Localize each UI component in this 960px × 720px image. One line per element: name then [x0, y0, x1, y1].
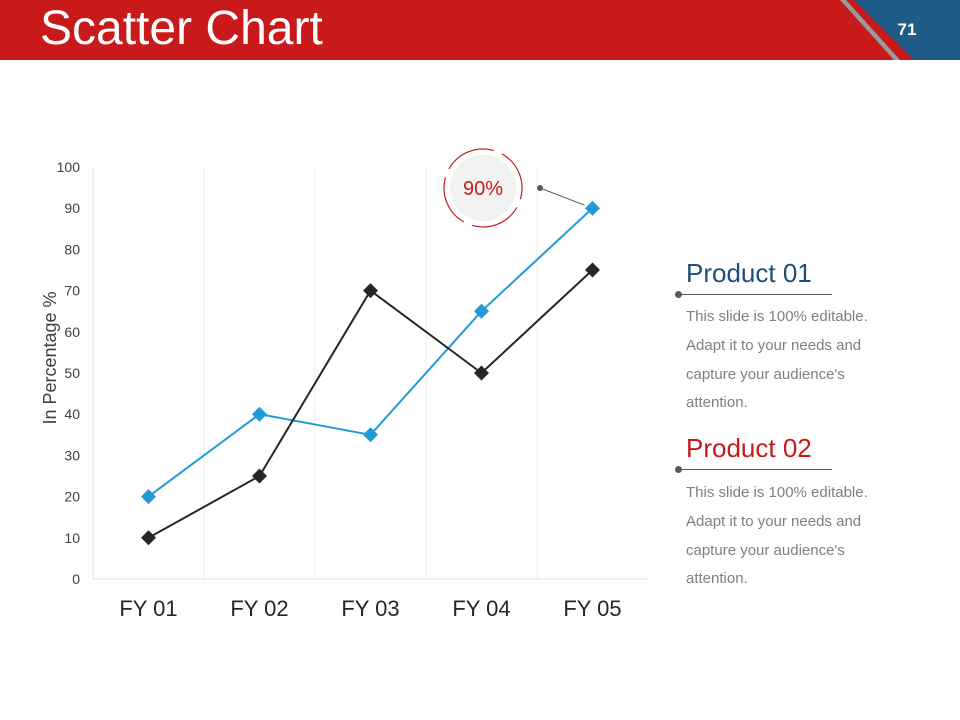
y-axis-label: In Percentage % — [40, 291, 60, 424]
product-01-line-3: capture your audience's — [686, 365, 845, 383]
product-02-description: This slide is 100% editable. Adapt it to… — [686, 479, 906, 594]
x-tick-label: FY 05 — [563, 596, 621, 621]
y-tick-label: 20 — [64, 489, 80, 505]
x-tick-labels: FY 01 FY 02 FY 03 FY 04 FY 05 — [119, 596, 621, 621]
y-tick-label: 80 — [64, 241, 80, 257]
product-02-line-1: This slide is 100% editable. — [686, 484, 868, 501]
y-tick-labels: 0 10 20 30 40 50 60 70 80 90 100 — [57, 159, 81, 587]
x-tick-label: FY 03 — [341, 596, 399, 621]
product-01-line-4: attention. — [686, 394, 748, 412]
product-02-line-2: Adapt it to your needs and — [686, 512, 862, 530]
series-2-point — [252, 468, 267, 484]
product-01-description: This slide is 100% editable. Adapt it to… — [686, 303, 906, 418]
series-2-point — [141, 530, 156, 546]
callout-ring — [443, 148, 523, 228]
y-tick-label: 40 — [64, 406, 80, 422]
series-2 — [141, 262, 600, 546]
product-01-line-1: This slide is 100% editable. — [686, 308, 868, 325]
data-series — [141, 200, 600, 546]
product-01-divider — [675, 291, 832, 298]
product-01-title: Product 01 — [686, 258, 812, 288]
product-02-title: Product 02 — [686, 433, 812, 463]
axes — [92, 167, 648, 580]
callout-leader-dot — [537, 185, 543, 191]
y-tick-label: 100 — [57, 159, 81, 175]
series-1 — [141, 200, 600, 505]
series-1-point — [363, 427, 378, 443]
series-1-point — [141, 489, 156, 505]
series-2-line — [148, 269, 594, 539]
callout-bubble — [450, 155, 516, 221]
series-1-point — [252, 406, 267, 422]
divider-dot — [675, 466, 682, 473]
y-tick-label: 90 — [64, 200, 80, 216]
divider-dot — [675, 291, 682, 298]
page-number: 71 — [897, 20, 917, 39]
x-tick-label: FY 02 — [230, 596, 288, 621]
product-02-divider — [675, 466, 832, 473]
x-tick-label: FY 04 — [452, 596, 510, 621]
callout-leader — [539, 187, 585, 206]
series-2-point — [474, 365, 489, 381]
series-2-point — [363, 283, 378, 299]
series-2-point — [585, 262, 600, 278]
y-tick-label: 50 — [64, 365, 80, 381]
header-bar — [0, 0, 960, 60]
series-1-point — [585, 200, 600, 216]
product-01-line-2: Adapt it to your needs and — [686, 336, 862, 354]
corner-decoration — [840, 0, 960, 60]
y-tick-label: 30 — [64, 447, 80, 463]
product-02-line-4: attention. — [686, 570, 748, 588]
y-tick-label: 0 — [72, 571, 80, 587]
series-1-point — [474, 303, 489, 319]
callout-label: 90% — [463, 178, 503, 200]
product-02-line-3: capture your audience's — [686, 541, 845, 559]
series-1-line — [147, 207, 594, 498]
x-tick-label: FY 01 — [119, 596, 177, 621]
y-tick-label: 60 — [64, 324, 80, 340]
y-tick-label: 10 — [64, 530, 80, 546]
slide-title: Scatter Chart — [40, 2, 323, 55]
annotation: 90% — [443, 148, 585, 228]
y-tick-label: 70 — [64, 283, 80, 299]
